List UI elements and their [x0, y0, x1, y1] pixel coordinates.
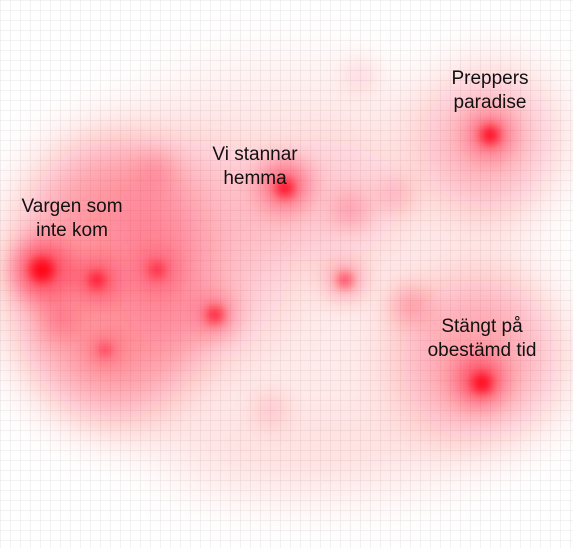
cluster-label: Preppers	[451, 68, 528, 89]
cluster-label: paradise	[454, 92, 527, 113]
heat-cloud	[10, 60, 560, 500]
cluster-label: Vi stannar	[212, 144, 298, 165]
cluster-label: hemma	[223, 168, 287, 189]
cluster-label: inte kom	[36, 220, 108, 241]
cluster-label: Vargen som	[21, 196, 122, 217]
cluster-label: obestämd tid	[428, 340, 537, 361]
cluster-label: Stängt på	[441, 316, 523, 337]
heat-clusters	[12, 61, 512, 424]
heat-peaks	[30, 126, 499, 393]
